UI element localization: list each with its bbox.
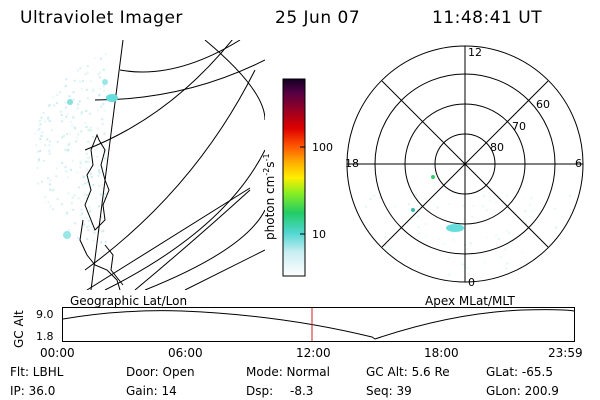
right-panel-caption: Apex MLat/MLT [425, 294, 515, 308]
mlat-label-60: 60 [536, 98, 550, 111]
info-glon: GLon: 200.9 [486, 384, 559, 398]
polar-plot [346, 45, 584, 283]
mlt-label-0: 0 [468, 276, 475, 289]
altitude-timeline [62, 307, 575, 342]
uv-image-left [33, 50, 107, 267]
info-door: Door: Open [126, 365, 195, 379]
colorbar-tick-100: 100 [312, 141, 333, 154]
coastline [79, 133, 124, 290]
left-panel-caption: Geographic Lat/Lon [70, 294, 188, 308]
instrument-title: Ultraviolet Imager [20, 8, 183, 28]
observation-date: 25 Jun 07 [275, 8, 361, 28]
time-tick-2359: 23:59 [548, 346, 583, 360]
info-seq: Seq: 39 [366, 384, 412, 398]
colorbar-label-text: photon cm [263, 175, 277, 240]
info-mode: Mode: Normal [246, 365, 330, 379]
altitude-ylabel: GC Alt [12, 310, 26, 348]
colorbar-tick-10: 10 [312, 228, 326, 241]
mlt-label-6: 6 [575, 157, 582, 170]
colorbar-label-exp2: -1 [262, 153, 271, 162]
time-tick-0000: 00:00 [40, 346, 75, 360]
mlt-label-12: 12 [468, 46, 482, 59]
mlat-label-80: 80 [490, 141, 504, 154]
lat-lon-grid [84, 40, 265, 290]
time-tick-1800: 18:00 [424, 346, 459, 360]
info-filter: Flt: LBHL [10, 365, 64, 379]
colorbar-label-s: s [263, 161, 277, 168]
mlat-label-70: 70 [512, 120, 526, 133]
time-tick-1200: 12:00 [296, 346, 331, 360]
time-tick-0600: 06:00 [168, 346, 203, 360]
aurora-emission-right [411, 175, 464, 232]
observation-time: 11:48:41 UT [432, 8, 543, 28]
altitude-curve [62, 309, 575, 340]
info-ip: IP: 36.0 [10, 384, 56, 398]
info-gain: Gain: 14 [126, 384, 177, 398]
altitude-ytick-max: 9.0 [36, 308, 54, 321]
aurora-emission-left [63, 79, 118, 239]
altitude-ytick-min: 1.8 [36, 330, 54, 343]
info-dsp-label: Dsp: [246, 384, 274, 398]
info-glat: GLat: -65.5 [486, 365, 553, 379]
polar-grid [346, 45, 584, 283]
mlt-label-18: 18 [345, 157, 359, 170]
info-gc-alt: GC Alt: 5.6 Re [366, 365, 450, 379]
colorbar-label: photon cm-2s-1 [262, 153, 277, 240]
geographic-map [33, 40, 265, 290]
colorbar-label-exp1: -2 [262, 167, 271, 176]
colorbar [282, 78, 306, 277]
info-dsp-value: -8.3 [290, 384, 314, 398]
